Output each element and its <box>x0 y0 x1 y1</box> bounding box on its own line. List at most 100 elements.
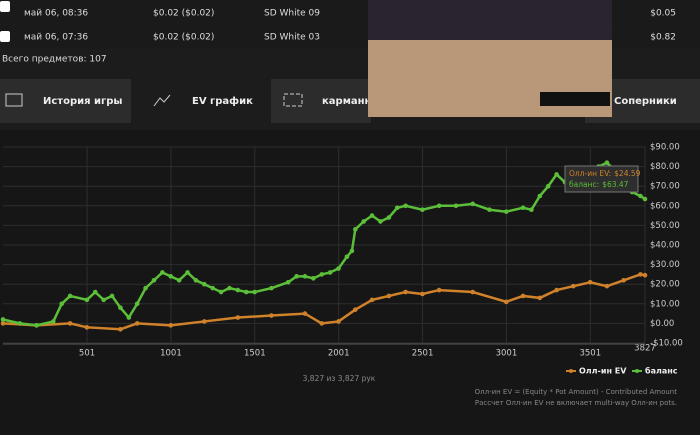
point <box>604 283 610 289</box>
series-line <box>2 273 646 331</box>
y-tick-label: $80.00 <box>650 162 680 172</box>
point <box>118 326 123 332</box>
point <box>369 297 375 303</box>
point <box>420 291 425 297</box>
count: 3,827 из 3,827 рук <box>303 374 376 383</box>
legend-dot <box>635 369 639 373</box>
point <box>118 305 123 311</box>
point <box>327 270 333 275</box>
point <box>227 285 232 291</box>
video <box>368 0 612 117</box>
point <box>302 311 308 316</box>
point <box>311 276 316 281</box>
point <box>336 319 341 324</box>
point <box>235 315 241 320</box>
point <box>642 196 648 202</box>
legend-dot <box>569 369 573 373</box>
tooltip <box>564 165 639 193</box>
point <box>151 277 157 283</box>
point <box>202 281 207 287</box>
point <box>285 279 291 285</box>
point <box>168 323 174 328</box>
point <box>134 321 140 326</box>
tab-label: EV график <box>192 95 253 107</box>
point <box>638 193 643 199</box>
point <box>0 317 6 322</box>
cell: $0.82 <box>650 33 676 43</box>
tab-label: История игры <box>43 96 122 107</box>
point <box>587 279 593 285</box>
point <box>470 201 476 207</box>
point <box>361 219 366 224</box>
point <box>168 274 174 279</box>
point <box>59 301 65 307</box>
point <box>302 274 308 279</box>
point <box>545 183 551 189</box>
total: Всего предметов: 107 <box>2 55 107 65</box>
point <box>210 285 215 291</box>
point <box>554 287 559 293</box>
point <box>571 283 576 289</box>
point <box>109 293 115 299</box>
checkbox[interactable] <box>0 1 10 12</box>
point <box>269 313 274 318</box>
point <box>386 215 392 220</box>
point <box>642 272 648 278</box>
tooltip-text: баланс: $63.47 <box>569 180 629 189</box>
icon <box>153 94 171 107</box>
point <box>34 323 39 328</box>
point <box>369 213 375 218</box>
point <box>378 219 383 224</box>
point <box>84 325 90 330</box>
x-tick-label: 3827 <box>634 344 656 354</box>
tooltip-label: баланс: <box>569 180 599 189</box>
point <box>17 321 23 326</box>
y-tick-label: $20.00 <box>650 280 680 290</box>
point <box>134 301 140 307</box>
y-tick-label: $40.00 <box>650 241 680 251</box>
tooltip-value: $24.59 <box>614 169 640 178</box>
video-score <box>540 92 610 106</box>
tooltip-label: Олл-ин EV: <box>569 169 611 178</box>
point <box>352 227 358 232</box>
cell: SD White 09 <box>264 9 320 19</box>
point <box>436 203 442 209</box>
point <box>537 193 543 199</box>
point <box>638 272 643 277</box>
x-tick-label: 3001 <box>496 349 518 359</box>
point <box>352 307 358 312</box>
point <box>143 285 148 291</box>
video-crowd <box>368 0 612 40</box>
y-tick-label: $70.00 <box>650 182 680 192</box>
point <box>336 266 341 271</box>
point <box>193 277 199 283</box>
x-tick-label: 2501 <box>412 349 434 359</box>
point <box>621 277 626 283</box>
checkbox[interactable] <box>0 31 10 42</box>
y-tick-label: $60.00 <box>650 201 680 211</box>
tab[interactable] <box>271 79 371 123</box>
point <box>344 254 350 260</box>
tab-label: Соперники <box>614 96 677 107</box>
point <box>176 277 182 283</box>
point <box>487 207 492 213</box>
point <box>294 274 299 279</box>
point <box>537 295 543 301</box>
tooltip-text: Олл-ин EV: $24.59 <box>569 169 641 178</box>
point <box>92 289 98 295</box>
point <box>67 293 73 299</box>
x-tick-label: 501 <box>79 349 95 359</box>
y-tick-label: $0.00 <box>650 319 674 329</box>
point <box>319 321 325 326</box>
cell: $0.02 ($0.02) <box>153 9 214 19</box>
point <box>453 203 459 209</box>
point <box>503 209 509 214</box>
x-tick-label: 1501 <box>244 349 266 359</box>
tab-label: карманны <box>322 96 380 107</box>
point <box>101 297 106 303</box>
x-tick-label: 3501 <box>579 349 601 359</box>
cell: май 06, 08:36 <box>24 9 88 19</box>
point <box>470 289 476 295</box>
point <box>126 315 132 320</box>
